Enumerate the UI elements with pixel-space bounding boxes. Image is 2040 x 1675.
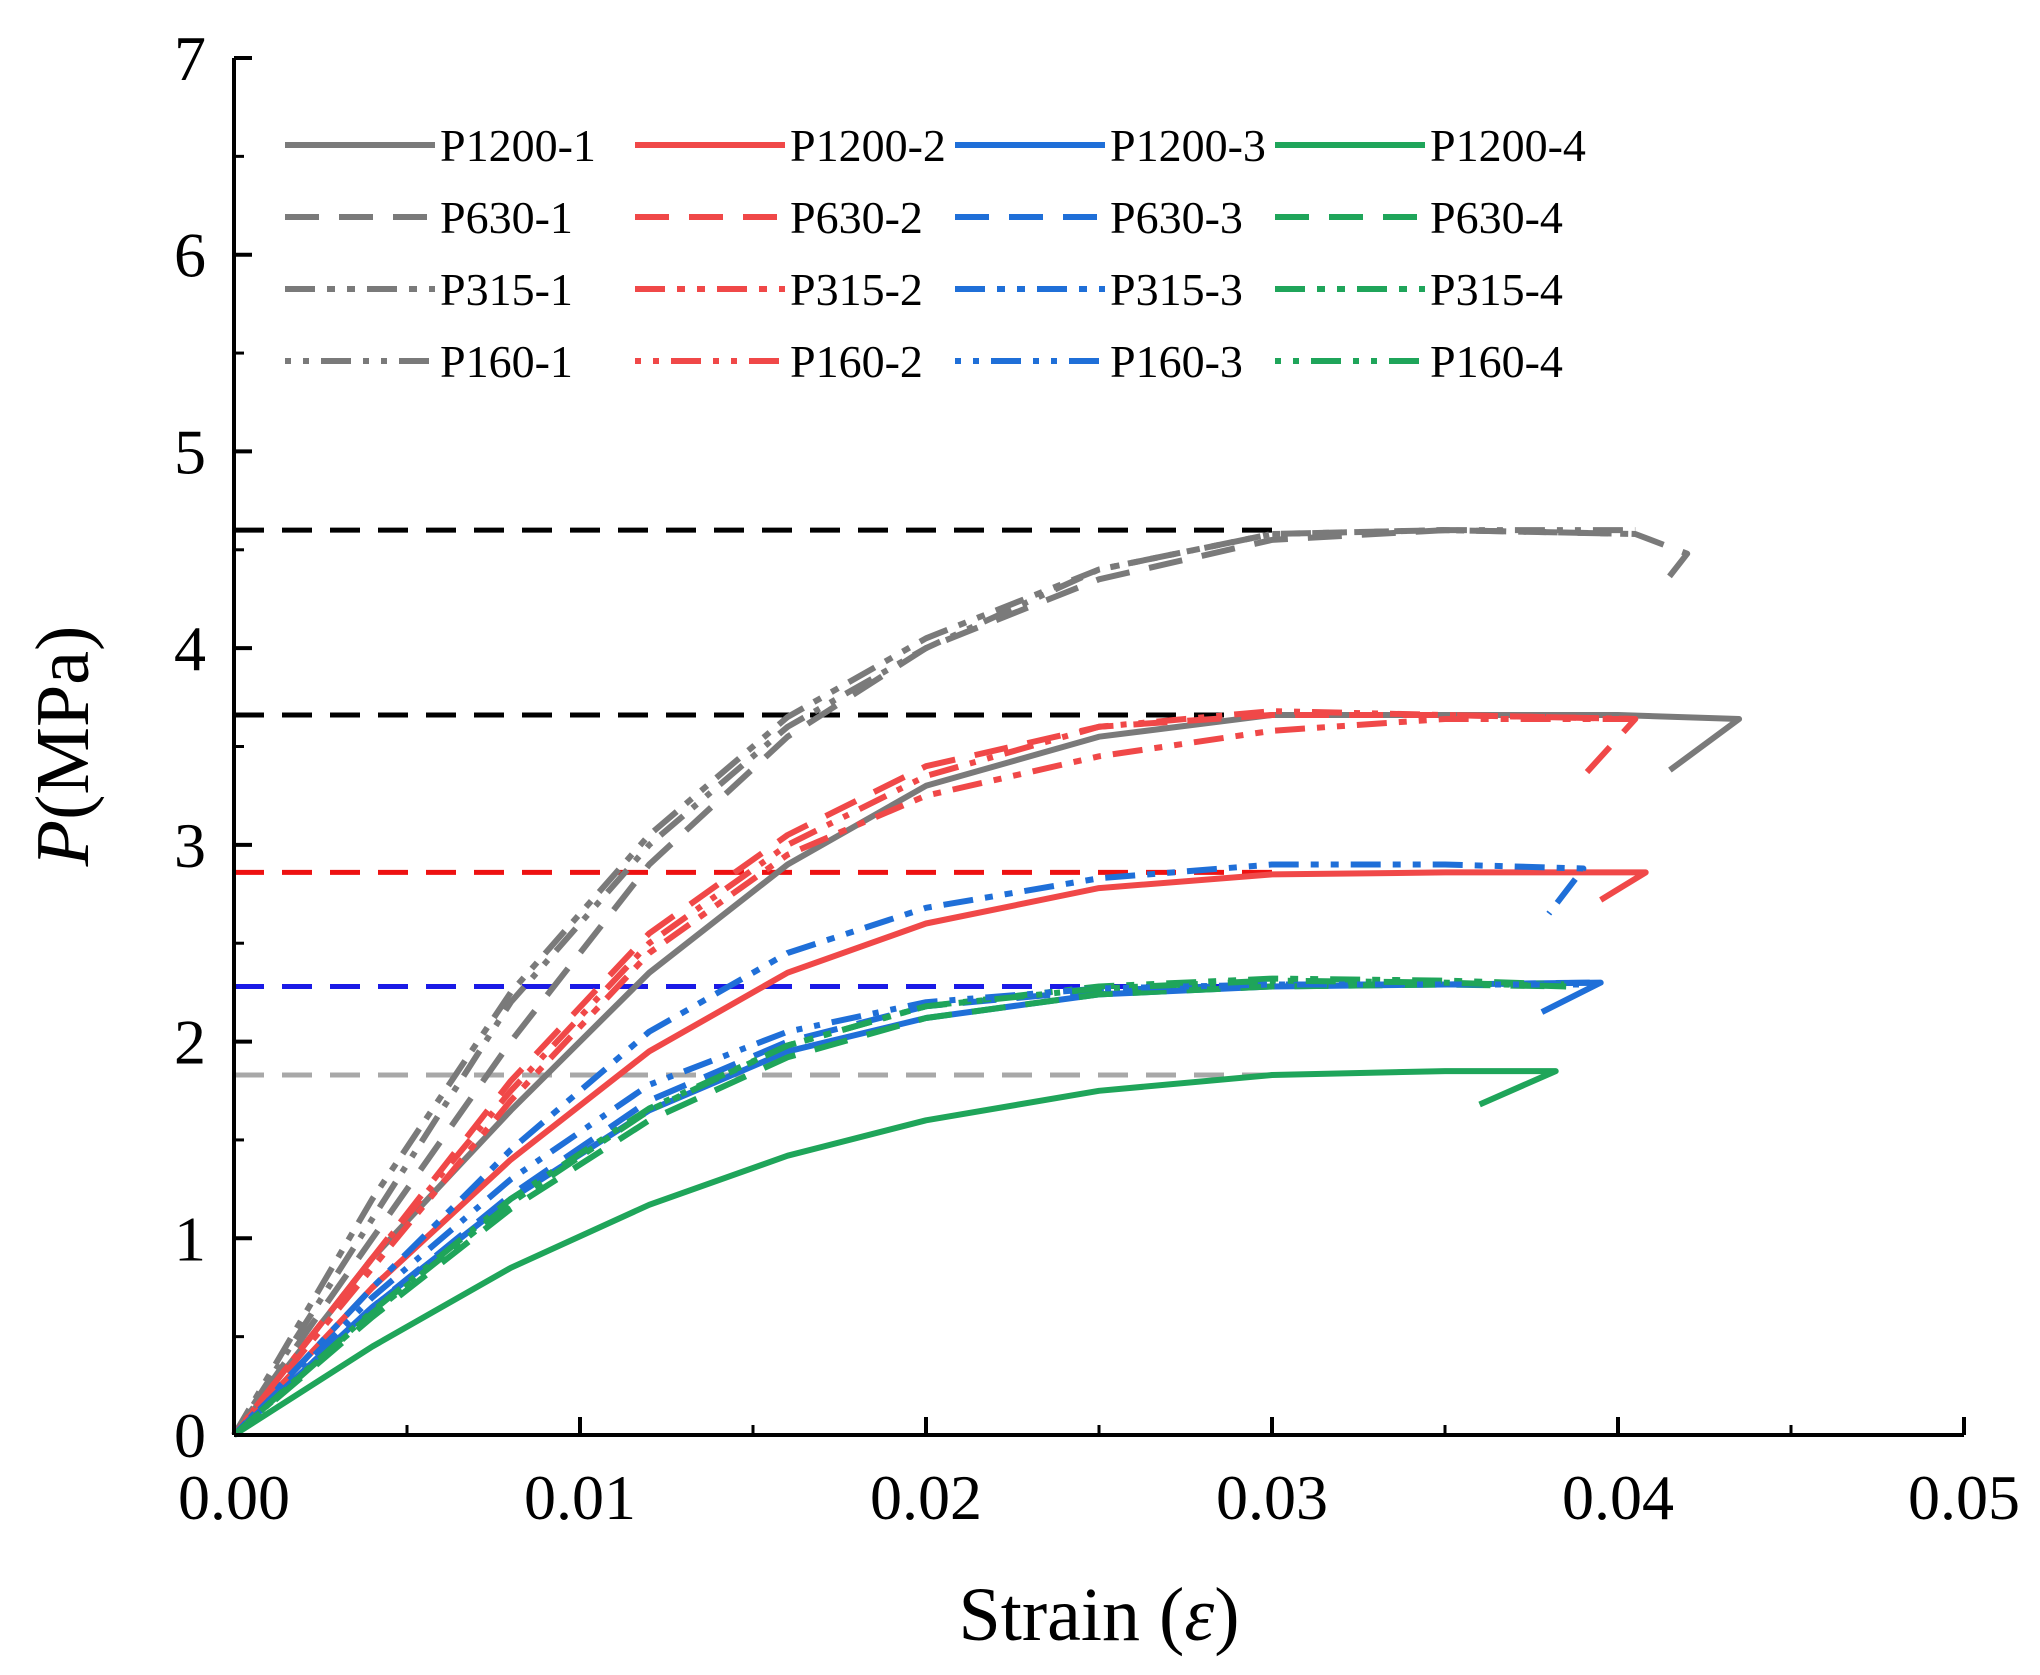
legend-label: P160-3: [1110, 336, 1243, 387]
x-axis-title-close: ): [1214, 1573, 1239, 1657]
series-line-P315-2: [231, 716, 1636, 1437]
y-tick-label: 5: [174, 416, 206, 487]
series-line-P315-1: [231, 527, 1636, 1437]
x-axis-title-symbol: ε: [1184, 1573, 1214, 1657]
y-tick-label: 4: [174, 613, 206, 684]
legend: P1200-1 P1200-2 P1200-3 P1200-4 P630-1 P630-2…: [285, 120, 1586, 387]
legend-label: P160-1: [440, 336, 573, 387]
x-tick-label: 0.05: [1908, 1462, 2020, 1533]
series-line-P160-2: [231, 708, 1636, 1437]
legend-label: P1200-1: [440, 120, 596, 171]
y-tick-label: 6: [174, 220, 206, 291]
x-tick-label: 0.01: [524, 1462, 636, 1533]
legend-label: P315-1: [440, 264, 573, 315]
legend-label: P1200-3: [1110, 120, 1266, 171]
y-tick-label: 7: [174, 23, 206, 94]
y-tick-label: 1: [174, 1203, 206, 1274]
legend-label: P630-1: [440, 192, 573, 243]
legend-label: P315-3: [1110, 264, 1243, 315]
series-line-P160-1: [231, 527, 1636, 1437]
legend-label: P315-4: [1430, 264, 1563, 315]
legend-label: P630-2: [790, 192, 923, 243]
y-tick-label: 2: [174, 1007, 206, 1078]
ticks: 0 1 2 3 4 5 6 7 0.00 0.01 0.02 0.03 0.04 0.05: [174, 23, 2020, 1533]
legend-label: P160-2: [790, 336, 923, 387]
legend-label: P630-3: [1110, 192, 1243, 243]
legend-label: P1200-2: [790, 120, 946, 171]
y-tick-label: 3: [174, 810, 206, 881]
x-axis-title-main: Strain (: [958, 1573, 1184, 1657]
series-line-P1200-2: [231, 869, 1649, 1438]
series-line-P315-4: [232, 975, 1567, 1438]
y-axis-title: P(MPa): [21, 626, 105, 868]
x-tick-label: 0.03: [1216, 1462, 1328, 1533]
series-line-P630-1: [231, 527, 1691, 1437]
y-axis-title-unit: (MPa): [21, 626, 105, 820]
series-line-P630-2: [231, 712, 1639, 1437]
series-line-P1200-4: [232, 1068, 1559, 1438]
x-tick-label: 0.00: [178, 1462, 290, 1533]
series-line-P160-4: [231, 977, 1567, 1438]
y-tick-label: 0: [174, 1400, 206, 1471]
series-lines: [231, 527, 1743, 1438]
y-axis-title-italic: P: [21, 820, 105, 867]
legend-label: P1200-4: [1430, 120, 1586, 171]
series-line-P630-3: [231, 979, 1591, 1438]
legend-label: P160-4: [1430, 336, 1563, 387]
x-axis-title: Strain (ε): [958, 1573, 1239, 1657]
x-tick-label: 0.04: [1562, 1462, 1674, 1533]
x-tick-label: 0.02: [870, 1462, 982, 1533]
series-line-P160-3: [231, 981, 1584, 1438]
series-line-P1200-3: [231, 979, 1604, 1438]
legend-label: P315-2: [790, 264, 923, 315]
series-line-P315-3: [231, 861, 1587, 1438]
series-line-P630-4: [232, 981, 1567, 1438]
series-line-P1200-1: [231, 712, 1743, 1437]
legend-label: P630-4: [1430, 192, 1563, 243]
